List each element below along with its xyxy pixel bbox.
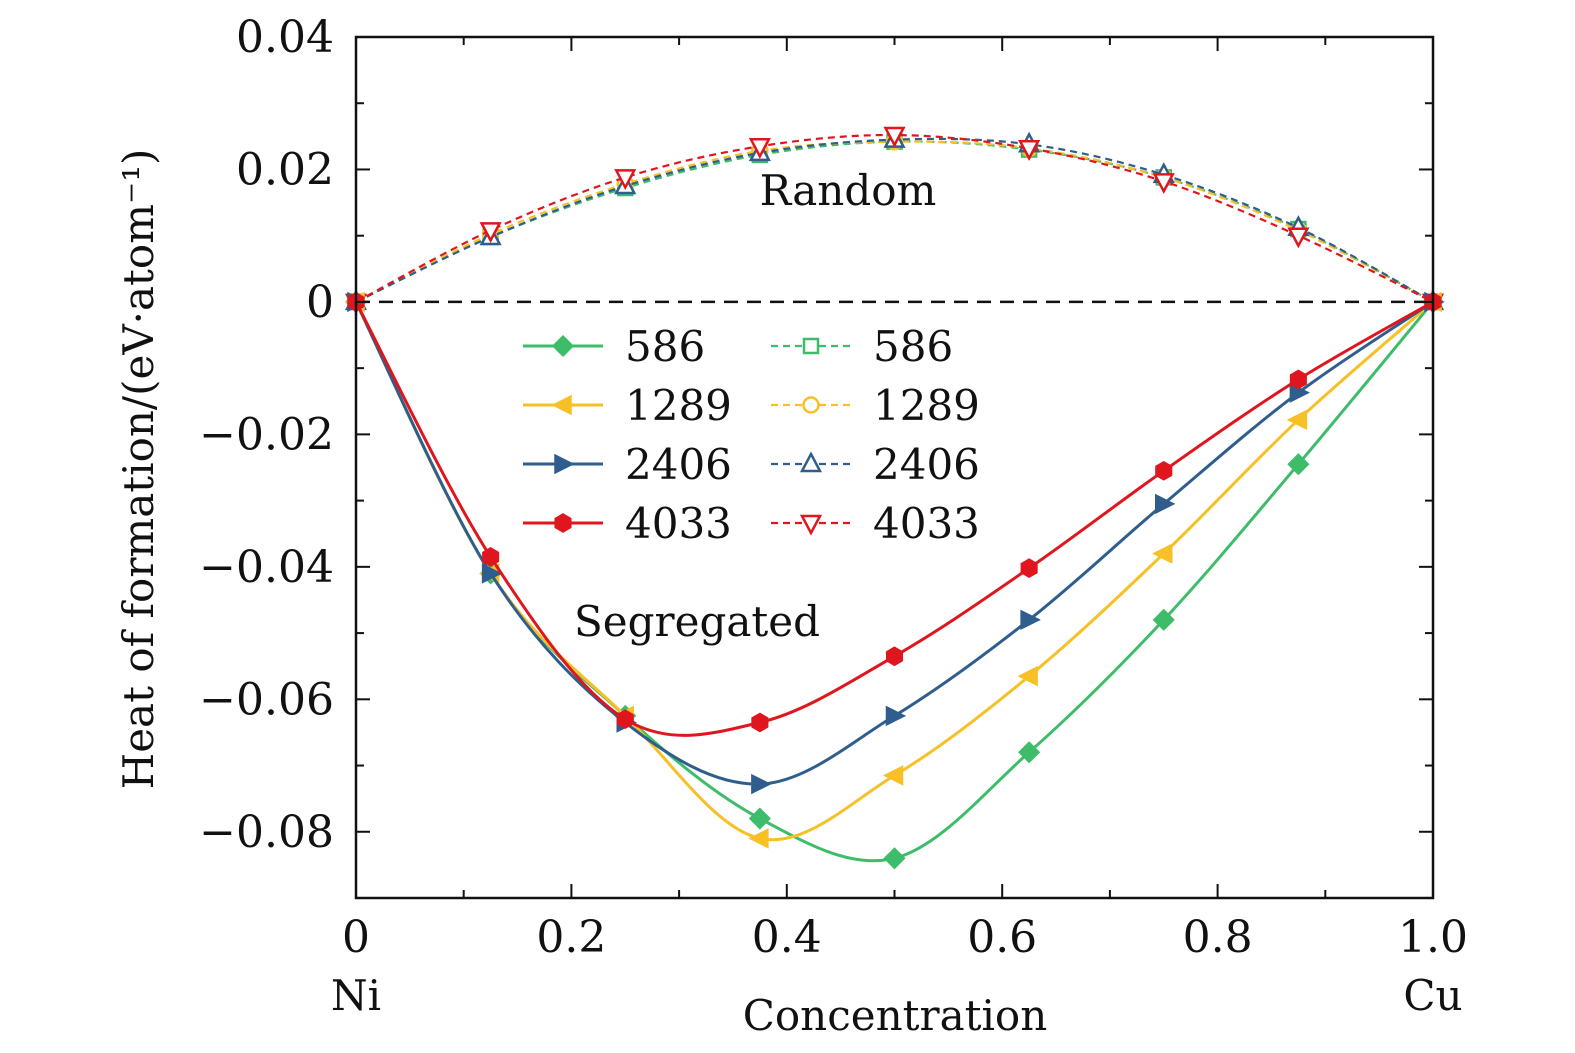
legend-swatch-marker [802, 337, 820, 355]
legend-label: 586 [625, 322, 705, 371]
annotation-random: Random [760, 166, 937, 215]
x-tick-label: 0.4 [752, 912, 822, 963]
data-point-segregated-4033-1 [482, 547, 500, 567]
y-tick-label: 0.04 [236, 12, 334, 63]
series-segregated-1289 [344, 291, 1442, 849]
axes-layer: 0 0.2 0.4 0.6 0.8 1.0 0.04 0.02 0 −0.02 −0.04 −0.06… [199, 12, 1468, 963]
legend-label: 1289 [873, 381, 980, 430]
legend-item-segregated-2406: 2406 [523, 440, 732, 489]
legend-label: 1289 [625, 381, 732, 430]
series-segregated-4033 [347, 292, 1442, 737]
legend-label: 2406 [873, 440, 980, 489]
data-point-segregated-1289-7 [1286, 409, 1308, 431]
data-point-random-4033-7 [1287, 227, 1310, 249]
legend-item-random-2406: 2406 [771, 440, 980, 489]
data-point-segregated-586-6 [1152, 608, 1175, 631]
data-point-segregated-586-4 [883, 847, 906, 870]
data-point-segregated-2406-3 [751, 773, 772, 795]
legend-label: 2406 [625, 440, 732, 489]
data-point-random-4033-3 [748, 138, 771, 159]
data-point-segregated-2406-4 [885, 705, 907, 727]
series-line-segregated-2406 [354, 300, 1434, 786]
x-end-label-right: Cu [1403, 971, 1462, 1020]
data-point-segregated-1289-3 [748, 828, 769, 849]
x-tick-label: 1.0 [1398, 912, 1468, 963]
legend-label: 4033 [625, 499, 732, 548]
y-tick-label: −0.06 [199, 674, 334, 725]
legend-swatch-marker [554, 453, 575, 475]
data-point-segregated-1289-4 [882, 765, 904, 786]
legend-label: 4033 [873, 499, 980, 548]
x-tick-label: 0 [342, 912, 370, 963]
data-point-random-4033-1 [479, 222, 502, 244]
data-point-random-4033-2 [614, 169, 637, 191]
series-segregated-586 [344, 290, 1445, 870]
series-line-segregated-4033 [354, 300, 1434, 737]
legend-label: 586 [873, 322, 953, 371]
legend-swatch-marker [802, 396, 820, 414]
legend-item-segregated-1289: 1289 [523, 381, 732, 430]
data-point-random-4033-4 [883, 126, 906, 148]
data-point-segregated-2406-6 [1155, 493, 1176, 515]
data-point-random-4033-6 [1152, 173, 1175, 195]
x-axis-label: Concentration [743, 991, 1048, 1040]
y-tick-label: −0.02 [199, 409, 334, 460]
annotation-segregated: Segregated [574, 597, 820, 646]
x-tick-label: 0.6 [967, 912, 1037, 963]
series-line-random-2406 [355, 137, 1434, 303]
data-point-segregated-4033-2 [616, 709, 634, 730]
data-point-segregated-1289-6 [1152, 543, 1173, 564]
legend-swatch-marker [551, 334, 575, 358]
series-line-random-4033 [355, 133, 1434, 303]
legend-item-random-586: 586 [771, 322, 953, 371]
legend-swatch-marker [799, 514, 823, 536]
x-tick-label: 0.8 [1183, 912, 1253, 963]
data-point-segregated-4033-4 [885, 646, 904, 667]
data-point-segregated-1289-5 [1017, 665, 1038, 687]
legend-item-random-4033: 4033 [771, 499, 980, 548]
y-tick-label: −0.08 [199, 807, 334, 858]
y-axis-label: Heat of formation/(eV·atom⁻¹) [114, 149, 163, 790]
data-point-segregated-586-7 [1287, 453, 1310, 476]
data-point-segregated-2406-1 [481, 563, 503, 584]
legend-swatch-marker [799, 451, 823, 473]
x-end-label-left: Ni [331, 971, 381, 1020]
data-point-random-4033-5 [1018, 140, 1041, 161]
legend-item-random-1289: 1289 [771, 381, 980, 430]
legend-swatch-marker [554, 513, 572, 533]
y-tick-label: 0 [306, 277, 334, 328]
data-point-segregated-4033-3 [751, 712, 769, 733]
data-point-segregated-586-5 [1018, 741, 1041, 764]
data-point-segregated-2406-5 [1020, 609, 1041, 631]
legend-item-segregated-586: 586 [523, 322, 705, 371]
y-tick-label: −0.04 [199, 542, 334, 593]
data-point-segregated-4033-7 [1289, 369, 1307, 390]
legend: 586 1289 2406 4033 586 1289 2406 4033 [523, 322, 980, 548]
series-random-1289 [347, 132, 1442, 311]
legend-swatch-marker [551, 394, 572, 416]
data-point-segregated-586-3 [748, 807, 771, 830]
y-tick-label: 0.02 [236, 144, 334, 195]
data-point-segregated-4033-6 [1155, 460, 1173, 481]
data-point-segregated-4033-5 [1020, 558, 1038, 579]
legend-item-segregated-4033: 4033 [523, 499, 732, 548]
series-random-586 [347, 133, 1442, 311]
series-random-2406 [344, 126, 1445, 311]
x-tick-label: 0.2 [536, 912, 606, 963]
